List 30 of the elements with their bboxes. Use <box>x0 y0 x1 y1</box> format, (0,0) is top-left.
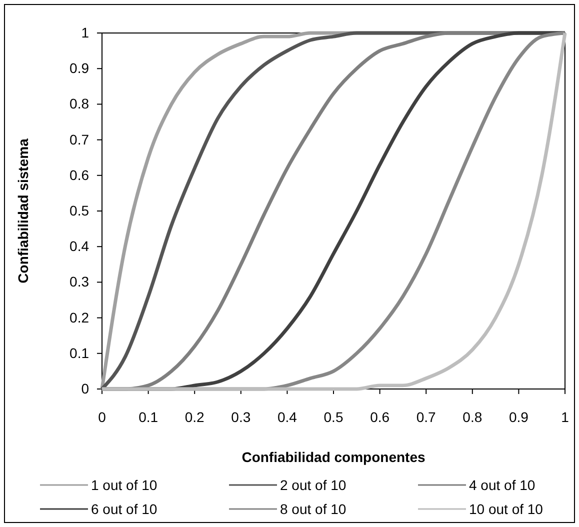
x-tick-label: 0.6 <box>370 408 390 425</box>
x-tick-label: 0.3 <box>231 408 251 425</box>
x-tick-label: 0.8 <box>462 408 482 425</box>
y-tick-label: 0 <box>81 380 90 396</box>
y-tick-label: 0.1 <box>70 344 90 361</box>
y-tick-label: 0.8 <box>70 96 90 112</box>
y-tick-label: 0.3 <box>70 274 90 290</box>
x-tick-label: 0 <box>98 408 106 425</box>
x-tick-label: 0.1 <box>138 408 158 425</box>
legend-label: 1 out of 10 <box>91 477 158 493</box>
x-tick-label: 0.4 <box>277 408 298 425</box>
x-tick-label: 0.5 <box>324 408 344 425</box>
legend-label: 2 out of 10 <box>280 477 346 493</box>
y-tick-label: 0.2 <box>70 309 90 326</box>
legend-label: 8 out of 10 <box>280 501 346 517</box>
x-tick-label: 0.2 <box>184 408 205 425</box>
y-tick-label: 0.9 <box>70 60 90 76</box>
y-tick-label: 0.6 <box>70 166 90 183</box>
legend-label: 6 out of 10 <box>91 501 158 517</box>
x-axis-title: Confiabilidad componentes <box>242 449 426 465</box>
y-tick-label: 0.7 <box>70 131 90 148</box>
y-tick-label: 0.4 <box>70 238 90 254</box>
legend-label: 4 out of 10 <box>469 477 536 493</box>
x-tick-label: 0.7 <box>416 408 436 425</box>
y-axis-title: Confiabilidad sistema <box>15 138 31 284</box>
x-tick-label: 0.9 <box>508 408 529 425</box>
y-tick-label: 0.5 <box>70 202 90 218</box>
y-tick-label: 1 <box>81 24 90 40</box>
x-tick-label: 1 <box>561 408 570 425</box>
legend-label: 10 out of 10 <box>469 501 544 517</box>
